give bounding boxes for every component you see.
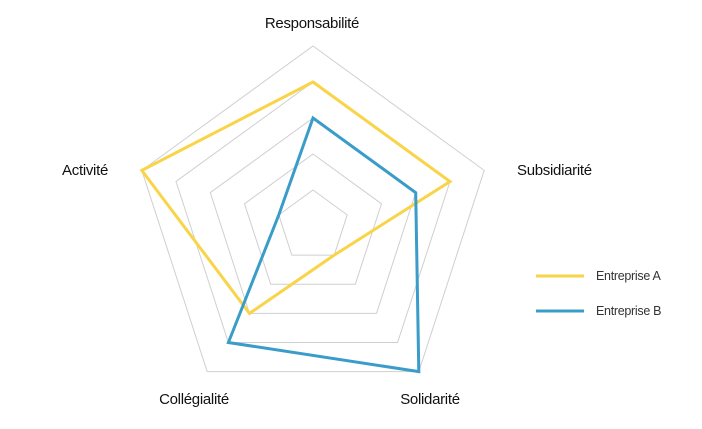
series-entreprise-b <box>226 115 421 374</box>
legend-label-entreprise-a: Entreprise A <box>596 269 661 283</box>
series-entreprise-a <box>139 80 453 316</box>
axis-label-solidarite: Solidarité <box>400 391 460 408</box>
series-group <box>139 80 453 374</box>
axis-label-subsidiarite: Subsidiarité <box>517 162 592 179</box>
axis-label-responsabilite: Responsabilité <box>265 15 359 32</box>
legend: Entreprise A Entreprise B <box>536 269 662 318</box>
axis-label-activite: Activité <box>62 162 108 179</box>
legend-label-entreprise-b: Entreprise B <box>596 304 661 318</box>
grid-ring-2 <box>243 153 383 285</box>
grid-ring-5 <box>141 45 485 373</box>
grid-ring-1 <box>278 189 348 256</box>
radar-grid <box>141 45 485 373</box>
axis-label-collegialite: Collégialité <box>159 391 229 408</box>
axis-labels: Responsabilité Subsidiarité Solidarité C… <box>62 15 592 408</box>
